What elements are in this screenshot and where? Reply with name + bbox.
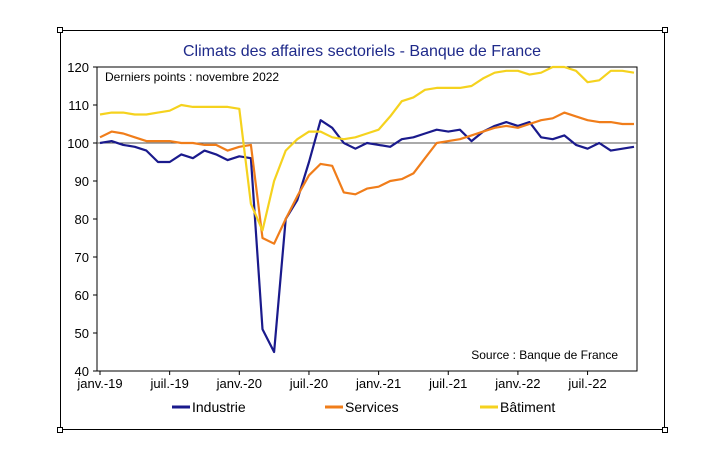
y-tick-label: 100 [67,136,89,151]
series-line-industrie [99,119,635,354]
series-lines [99,65,635,354]
x-tick-label: juil.-22 [567,376,606,391]
resize-handle-top-right[interactable] [662,27,668,33]
x-axis: janv.-19 juil.-19 janv.-20 juil.-20 janv.-21… [76,371,607,391]
x-tick-label: janv.-19 [76,376,122,391]
source-note: Source : Banque de France [471,348,618,362]
note-last-points: Derniers points : novembre 2022 [105,70,279,84]
chart-frame [60,30,665,430]
legend-label-industrie: Industrie [192,399,246,415]
resize-handle-bottom-right[interactable] [662,427,668,433]
y-tick-label: 70 [75,250,89,265]
x-tick-label: janv.-21 [355,376,401,391]
chart-title: Climats des affaires sectoriels - Banque… [183,43,541,60]
resize-handle-top-left[interactable] [57,27,63,33]
series-line-services [99,111,634,245]
y-tick-label: 50 [75,326,89,341]
legend-label-services: Services [345,399,399,415]
legend: Industrie Services Bâtiment [172,399,555,415]
x-tick-label: janv.-20 [216,376,262,391]
y-tick-label: 40 [75,364,89,379]
plot-area [96,66,638,372]
x-tick-label: janv.-22 [494,376,540,391]
legend-label-batiment: Bâtiment [500,399,555,415]
plot-border [96,66,638,372]
y-tick-label: 90 [75,174,89,189]
y-tick-label: 110 [68,98,89,113]
y-tick-label: 80 [75,212,89,227]
resize-handle-bottom-left[interactable] [57,427,63,433]
y-tick-label: 60 [75,288,89,303]
x-tick-label: juil.-20 [289,376,328,391]
series-line-batiment [99,65,635,232]
y-axis: 40 50 60 70 80 90 100 110 120 [67,60,97,379]
x-tick-label: juil.-19 [150,376,189,391]
y-tick-label: 120 [67,60,89,75]
x-tick-label: juil.-21 [428,376,467,391]
